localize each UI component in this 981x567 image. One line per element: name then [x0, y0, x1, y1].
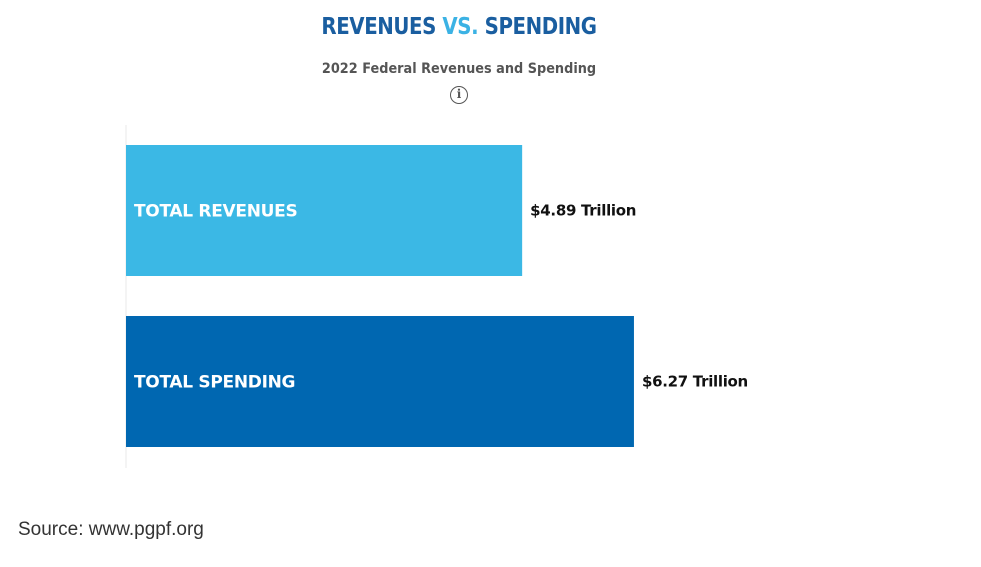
title-spending: SPENDING: [478, 14, 597, 40]
chart-subtitle: 2022 Federal Revenues and Spending: [321, 61, 597, 77]
bar-label-total-revenues: TOTAL REVENUES: [134, 202, 297, 222]
value-label-total-revenues: $4.89 Trillion: [530, 202, 636, 220]
info-icon[interactable]: i: [450, 86, 468, 104]
chart-title: REVENUES VS. SPENDING: [64, 14, 853, 40]
bar-total-spending[interactable]: [126, 316, 634, 447]
bar-chart: TOTAL REVENUES $4.89 Trillion TOTAL SPENDI…: [125, 125, 748, 468]
bar-total-revenues[interactable]: [126, 145, 523, 276]
title-vs: VS.: [442, 14, 479, 40]
value-label-total-spending: $6.27 Trillion: [642, 373, 748, 391]
source-note: Source: www.pgpf.org: [18, 519, 204, 540]
bar-label-total-spending: TOTAL SPENDING: [134, 373, 295, 393]
title-revenues: REVENUES: [321, 14, 443, 40]
